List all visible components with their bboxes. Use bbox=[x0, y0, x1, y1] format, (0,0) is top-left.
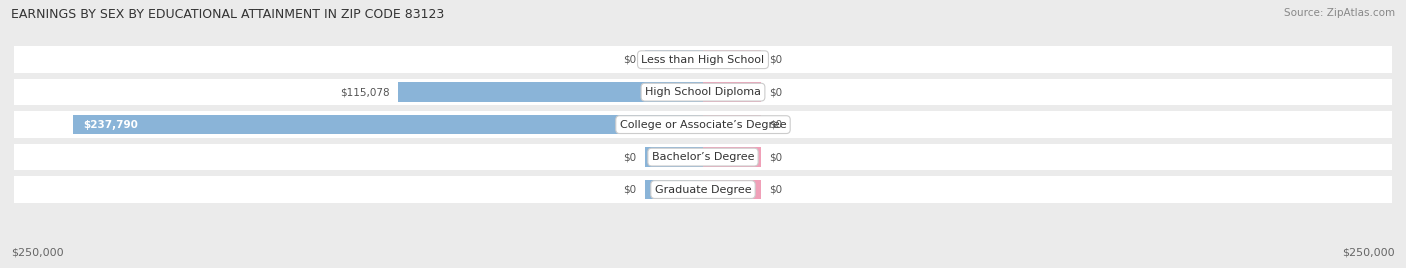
Text: $0: $0 bbox=[624, 185, 637, 195]
Text: High School Diploma: High School Diploma bbox=[645, 87, 761, 97]
Text: $0: $0 bbox=[769, 55, 782, 65]
Bar bbox=[703, 180, 761, 199]
Bar bbox=[14, 46, 1392, 73]
Bar bbox=[14, 111, 1392, 138]
Bar bbox=[703, 83, 761, 102]
Bar bbox=[645, 50, 703, 69]
Text: Bachelor’s Degree: Bachelor’s Degree bbox=[652, 152, 754, 162]
Bar bbox=[703, 115, 761, 134]
Text: $250,000: $250,000 bbox=[11, 247, 63, 257]
Bar bbox=[14, 144, 1392, 170]
Bar bbox=[73, 115, 703, 134]
Text: $0: $0 bbox=[769, 120, 782, 130]
Text: Graduate Degree: Graduate Degree bbox=[655, 185, 751, 195]
Text: $237,790: $237,790 bbox=[83, 120, 138, 130]
Text: Less than High School: Less than High School bbox=[641, 55, 765, 65]
Text: $0: $0 bbox=[624, 55, 637, 65]
Bar bbox=[703, 50, 761, 69]
Bar bbox=[398, 83, 703, 102]
Bar bbox=[14, 176, 1392, 203]
Text: $250,000: $250,000 bbox=[1343, 247, 1395, 257]
Text: $115,078: $115,078 bbox=[340, 87, 389, 97]
Bar bbox=[14, 79, 1392, 106]
Bar bbox=[645, 180, 703, 199]
Text: $0: $0 bbox=[769, 152, 782, 162]
Bar bbox=[703, 147, 761, 167]
Bar bbox=[645, 147, 703, 167]
Text: $0: $0 bbox=[624, 152, 637, 162]
Text: $0: $0 bbox=[769, 87, 782, 97]
Text: EARNINGS BY SEX BY EDUCATIONAL ATTAINMENT IN ZIP CODE 83123: EARNINGS BY SEX BY EDUCATIONAL ATTAINMEN… bbox=[11, 8, 444, 21]
Text: Source: ZipAtlas.com: Source: ZipAtlas.com bbox=[1284, 8, 1395, 18]
Text: $0: $0 bbox=[769, 185, 782, 195]
Text: College or Associate’s Degree: College or Associate’s Degree bbox=[620, 120, 786, 130]
